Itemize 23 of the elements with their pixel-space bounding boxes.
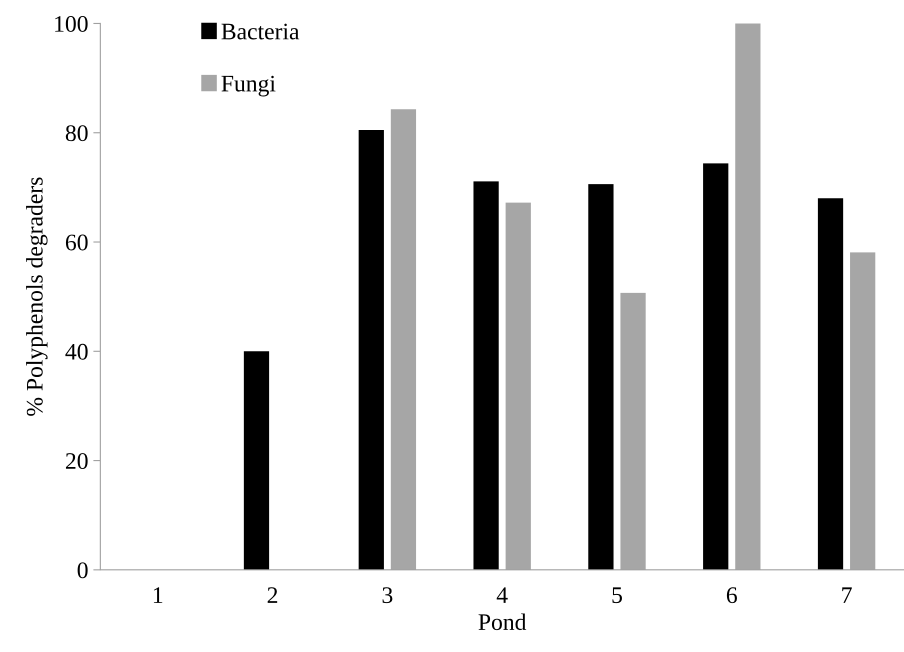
y-tick-label: 20 <box>66 453 88 469</box>
y-tick-label: 60 <box>66 234 88 250</box>
x-tick-label: 6 <box>726 587 737 604</box>
x-tick-label: 5 <box>612 587 622 604</box>
x-tick-label: 1 <box>154 587 162 603</box>
x-tick-label: 2 <box>268 587 278 603</box>
x-tick-label: 3 <box>382 587 392 604</box>
y-tick-label: 100 <box>55 16 88 32</box>
bar <box>358 130 384 570</box>
y-tick-label: 0 <box>78 562 88 578</box>
x-tick-label: 4 <box>496 587 508 603</box>
y-tick-label: 80 <box>66 125 88 142</box>
y-tick-label: 40 <box>65 344 88 360</box>
legend-label: Fungi <box>222 76 276 96</box>
x-axis-title: Pond <box>478 613 526 630</box>
bar <box>244 351 270 570</box>
y-axis-title: % Polyphenols degraders <box>26 178 48 416</box>
x-tick-label: 7 <box>842 587 852 603</box>
bar <box>703 163 728 570</box>
bar <box>818 198 844 570</box>
legend-label: Bacteria <box>222 24 300 40</box>
bar <box>588 184 614 570</box>
bar <box>473 181 499 570</box>
